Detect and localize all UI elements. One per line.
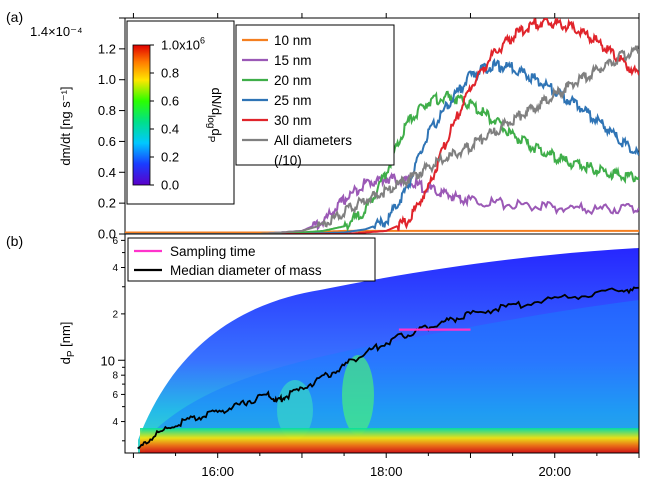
legend-label: 20 nm [274,73,312,88]
y-tick-label: 1.2 [98,41,116,56]
colorbar-tick-label: 0.6 [161,94,179,109]
legend-label-extra: (/10) [274,153,302,168]
y-tick-label: 1.0 [98,72,116,87]
legend-label: 15 nm [274,53,312,68]
panel-a-series [125,18,639,234]
y-tick-label: 0.6 [98,134,116,149]
colorbar-tick-label: 0.8 [161,66,179,81]
heatmap [137,248,639,453]
legend-label: All diameters [274,133,352,148]
series-line [125,45,639,234]
panel-a-y-ticks: 0.0 0.2 0.4 0.6 0.8 1.0 1.2 [98,17,125,242]
panel-a-x-ticks [132,13,640,18]
y-minor-label: 2 [112,309,118,320]
panel-b: 10 4 6 8 2 4 6 dP [nm] 16:00 18:00 20:00 Samplin… [58,233,640,479]
panel-b-y-ticks: 10 4 6 8 2 4 6 [101,236,125,442]
x-tick-label: 16:00 [201,464,234,479]
heatmap-burst-2 [342,355,374,435]
y-minor-label: 8 [112,371,118,382]
panel-b-legend [127,237,376,282]
series-line [125,18,639,234]
y-tick-label: 0.0 [98,227,116,242]
legend-label: Median diameter of mass [170,263,322,278]
heatmap-burst-1 [277,380,313,440]
panel-b-legend-items: Sampling time Median diameter of mass [134,244,322,278]
heatmap-core [145,300,639,453]
panel-b-x-ticks: 16:00 18:00 20:00 [132,453,640,479]
colorbar-ticks: 0.0 0.2 0.4 0.6 0.8 1.0x106 [150,36,205,193]
panel-a-legend [235,24,395,166]
y-tick-label: 10 [101,353,115,368]
y-tick-label: 0.8 [98,103,116,118]
legend-label: 10 nm [274,33,312,48]
panel-a: 1.4×10⁻⁴ 0.0 0.2 0.4 0.6 0.8 1.0 1.2 dm/dt [ng… [30,13,640,242]
colorbar [132,44,151,186]
x-tick-label: 18:00 [370,464,403,479]
y-tick-label: 0.4 [98,165,116,180]
panel-b-frame [124,233,640,454]
colorbar-tick-label: 0.4 [161,122,179,137]
panel-b-label: (b) [6,233,23,249]
series-line [125,90,639,234]
y-minor-label: 6 [112,390,118,401]
legend-label: 25 nm [274,93,312,108]
x-tick-label: 20:00 [538,464,571,479]
series-line [125,57,639,234]
series-line [137,286,639,450]
colorbar-tick-label: 0.2 [161,150,179,165]
y-tick-label: 0.2 [98,196,116,211]
legend-label: 30 nm [274,113,312,128]
panel-b-series [137,286,639,450]
y-minor-label: 6 [112,236,118,247]
panel-a-label: (a) [6,9,23,25]
legend-label: Sampling time [170,244,256,259]
colorbar-tick-label: 0.0 [161,178,179,193]
heatmap-bottom-band [140,428,639,453]
panel-a-y-axis-label: dm/dt [ng s⁻¹] [58,86,73,165]
y-exponent-label: 1.4×10⁻⁴ [30,24,83,39]
panel-a-legend-items: 10 nm 15 nm 20 nm 25 nm 30 nm All diameters (/… [242,33,352,168]
colorbar-label: dN/dlogdP [205,88,224,143]
panel-b-y-axis-label: dP [nm] [58,322,77,365]
colorbar-top-label: 1.0x106 [161,36,205,53]
y-minor-label: 4 [112,263,118,274]
y-minor-label: 4 [112,417,118,428]
